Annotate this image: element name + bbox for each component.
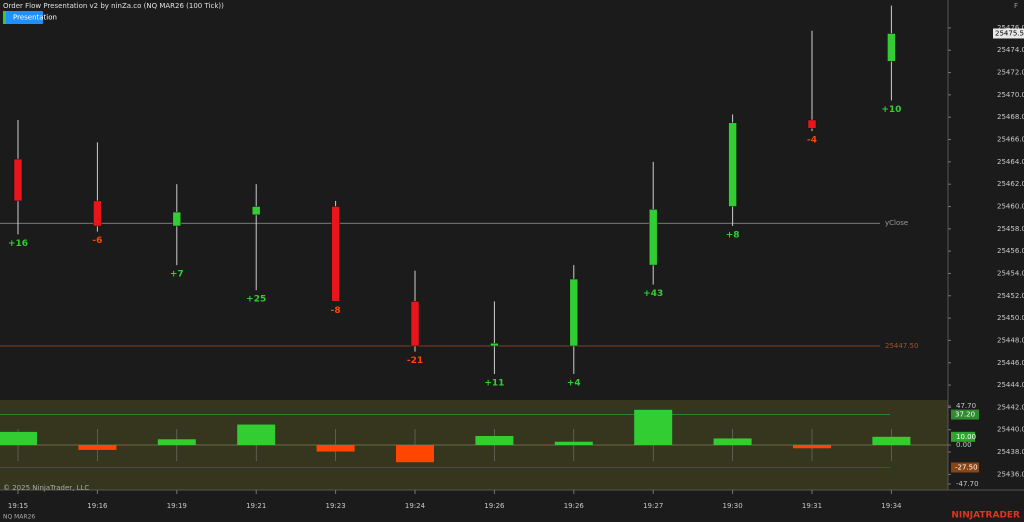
y-tick-label: 47.70 <box>956 402 976 410</box>
x-tick-label: 19:34 <box>881 502 902 510</box>
indicator-bar <box>157 439 196 445</box>
y-tick-label: 25454.00 <box>997 269 1024 277</box>
x-tick-label: 19:23 <box>326 502 346 510</box>
x-tick-label: 19:30 <box>723 502 743 510</box>
last-price-label: 25475.50 <box>995 29 1024 37</box>
instrument: NQ MAR26 <box>3 514 35 521</box>
candle-body <box>887 33 896 62</box>
y-tick-label: 25458.00 <box>997 225 1024 233</box>
candle-body <box>648 209 658 266</box>
indicator-bar <box>396 445 434 463</box>
x-tick-label: 19:24 <box>405 502 426 510</box>
x-tick-label: 19:26 <box>484 502 505 510</box>
last-value-box <box>951 431 975 442</box>
brand: NINJATRADER <box>951 511 1020 521</box>
indicator-bar <box>713 438 752 445</box>
chart-title: Order Flow Presentation v2 by ninZa.co (… <box>3 2 224 10</box>
delta-label: -6 <box>92 236 102 246</box>
x-tick-label: 19:19 <box>167 502 187 510</box>
delta-label: +11 <box>484 378 504 388</box>
candle-body <box>93 200 102 227</box>
delta-label: +16 <box>8 239 28 249</box>
candle-body <box>807 119 817 129</box>
y-tick-label: 0.00 <box>956 441 972 449</box>
x-tick-label: 19:31 <box>802 502 822 510</box>
band-label: 37.20 <box>955 411 975 419</box>
button-label[interactable]: Presentation <box>13 14 57 22</box>
last-price-box <box>993 28 1024 39</box>
x-tick-label: 19:16 <box>87 502 108 510</box>
y-tick-label: 25470.00 <box>997 91 1024 99</box>
delta-label: +25 <box>246 295 266 305</box>
y-tick-label: 25474.00 <box>997 46 1024 54</box>
indicator-bar <box>475 436 514 445</box>
indicator-bar <box>634 409 673 445</box>
y-tick-label: 25456.00 <box>997 247 1024 255</box>
x-tick-label: 19:26 <box>564 502 585 510</box>
y-tick-label: 25440.00 <box>997 426 1024 434</box>
y-tick-label: 25444.00 <box>997 381 1024 389</box>
candle-body <box>172 211 182 227</box>
indicator-bar <box>793 445 831 449</box>
indicator-bar <box>872 436 911 445</box>
reference-label: 25447.50 <box>885 342 918 350</box>
candle-body <box>331 206 340 302</box>
candle-body <box>490 342 499 347</box>
candle-body <box>410 301 420 347</box>
reference-label: yClose <box>885 219 908 227</box>
y-tick-label: 25472.00 <box>997 69 1024 77</box>
delta-label: -21 <box>407 356 423 366</box>
x-tick-label: 19:15 <box>8 502 28 510</box>
band-label-box <box>951 462 979 473</box>
y-tick-label: 25460.00 <box>997 202 1024 210</box>
x-tick-label: 19:27 <box>643 502 663 510</box>
y-tick-label: 25446.00 <box>997 359 1024 367</box>
last-value-label: 10.00 <box>956 433 976 441</box>
delta-label: +8 <box>726 231 740 241</box>
y-tick-label: 25448.00 <box>997 336 1024 344</box>
indicator-bar <box>316 445 355 452</box>
candle-body <box>251 206 261 216</box>
y-tick-label: 25438.00 <box>997 448 1024 456</box>
presentation-button[interactable] <box>3 11 43 24</box>
y-tick-label: 25450.00 <box>997 314 1024 322</box>
y-tick-label: 25468.00 <box>997 113 1024 121</box>
y-tick-label: 25466.00 <box>997 136 1024 144</box>
candle-body <box>728 122 737 207</box>
indicator-bar <box>554 441 593 445</box>
delta-label: +4 <box>567 378 581 388</box>
delta-label: -4 <box>807 136 817 146</box>
x-tick-label: 19:21 <box>246 502 266 510</box>
indicator-bar <box>237 424 276 445</box>
candle-body <box>569 278 579 347</box>
indicator-bar <box>78 445 117 450</box>
candle-body <box>13 158 23 202</box>
band-label: -27.50 <box>955 464 978 472</box>
delta-label: -8 <box>331 306 341 316</box>
y-tick-label: 25442.00 <box>997 403 1024 411</box>
y-tick-label: -47.70 <box>956 480 979 488</box>
indicator-bar <box>0 431 37 445</box>
y-tick-label: 25464.00 <box>997 158 1024 166</box>
y-tick-label: 25452.00 <box>997 292 1024 300</box>
delta-label: +7 <box>170 270 184 280</box>
delta-label: +10 <box>881 105 901 115</box>
band-label-box <box>951 409 979 420</box>
y-tick-label: 25462.00 <box>997 180 1024 188</box>
y-tick-label: 25436.00 <box>997 470 1024 478</box>
copyright: © 2025 NinjaTrader, LLC <box>3 484 89 492</box>
corner-label[interactable]: F <box>1014 2 1018 10</box>
y-tick-label: 25476.00 <box>997 24 1024 32</box>
button-accent <box>3 11 6 24</box>
delta-label: +43 <box>643 289 663 299</box>
